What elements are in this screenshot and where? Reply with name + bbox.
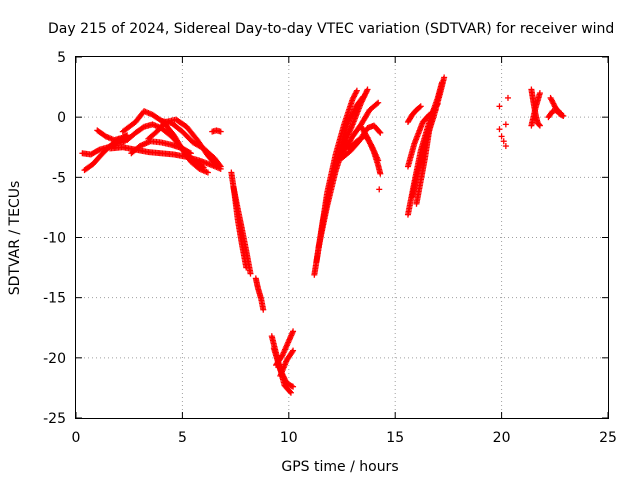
y-tick-label: -25 bbox=[43, 411, 66, 427]
x-tick-label: 20 bbox=[493, 430, 511, 446]
data-point bbox=[500, 138, 507, 145]
data-point bbox=[434, 100, 441, 107]
y-tick-label: -5 bbox=[52, 170, 66, 186]
data-point bbox=[199, 163, 206, 170]
data-point bbox=[496, 126, 503, 133]
data-points bbox=[79, 74, 567, 396]
x-tick-label: 25 bbox=[599, 430, 617, 446]
data-point bbox=[289, 348, 296, 355]
data-point bbox=[376, 186, 383, 193]
data-point bbox=[288, 382, 295, 389]
data-point bbox=[498, 133, 505, 140]
data-point bbox=[536, 90, 543, 97]
x-tick-label: 10 bbox=[280, 430, 298, 446]
plot-frame bbox=[75, 56, 609, 419]
data-point bbox=[502, 121, 509, 128]
data-point bbox=[431, 107, 438, 114]
x-tick-label: 15 bbox=[386, 430, 404, 446]
data-point bbox=[557, 109, 564, 116]
data-point bbox=[290, 383, 297, 390]
data-point bbox=[377, 129, 384, 136]
data-point bbox=[417, 103, 424, 110]
data-point bbox=[217, 165, 224, 172]
data-point bbox=[260, 306, 267, 313]
grid bbox=[76, 57, 608, 418]
y-tick-label: 5 bbox=[57, 50, 66, 66]
y-axis-title: SDTVAR / TECUs bbox=[7, 181, 23, 296]
data-point bbox=[353, 87, 360, 94]
y-tick-label: -20 bbox=[43, 351, 66, 367]
data-point bbox=[287, 388, 294, 395]
x-axis-title: GPS time / hours bbox=[281, 459, 398, 475]
data-point bbox=[504, 94, 511, 101]
data-point bbox=[433, 102, 440, 109]
data-point bbox=[204, 169, 211, 176]
y-tick-label: -15 bbox=[43, 291, 66, 307]
data-point bbox=[364, 86, 371, 93]
data-point bbox=[441, 74, 448, 81]
y-tick-label: 0 bbox=[57, 110, 66, 126]
data-point bbox=[558, 110, 565, 117]
data-point bbox=[416, 104, 423, 111]
data-point bbox=[290, 328, 297, 335]
data-point bbox=[502, 143, 509, 150]
data-point bbox=[287, 389, 294, 396]
data-point bbox=[496, 103, 503, 110]
data-point bbox=[432, 106, 439, 113]
x-tick-label: 0 bbox=[72, 430, 81, 446]
data-point bbox=[290, 347, 297, 354]
y-tick-label: -10 bbox=[43, 231, 66, 247]
axis-ticks: 0 5 10 15 20 25 5 0 -5 -10 -15 -20 -25 bbox=[43, 50, 617, 446]
data-point bbox=[217, 128, 224, 135]
data-point bbox=[200, 164, 207, 171]
data-point bbox=[536, 122, 543, 129]
data-point bbox=[373, 100, 380, 107]
data-point bbox=[536, 121, 543, 128]
data-point bbox=[186, 149, 193, 156]
x-tick-label: 5 bbox=[178, 430, 187, 446]
data-point bbox=[377, 170, 384, 177]
chart-title: Day 215 of 2024, Sidereal Day-to-day VTE… bbox=[48, 21, 614, 37]
data-point bbox=[247, 270, 254, 277]
data-point bbox=[376, 128, 383, 135]
data-point bbox=[375, 99, 382, 106]
